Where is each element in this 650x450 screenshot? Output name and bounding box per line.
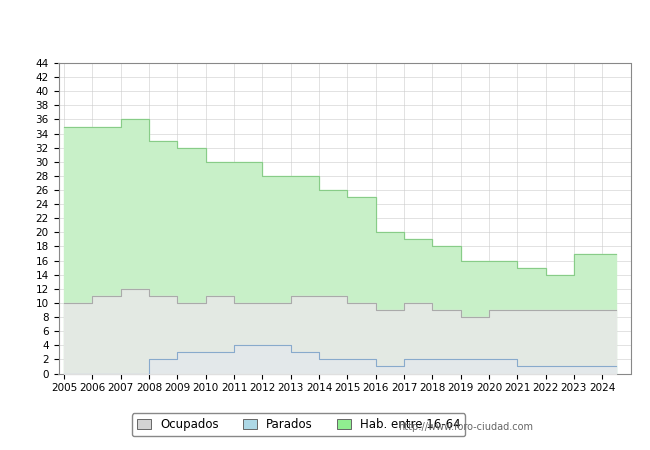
Legend: Ocupados, Parados, Hab. entre 16-64: Ocupados, Parados, Hab. entre 16-64 [132, 414, 465, 436]
Text: http://www.foro-ciudad.com: http://www.foro-ciudad.com [398, 422, 533, 432]
Text: Cihuela - Evolucion de la poblacion en edad de Trabajar Septiembre de 2024: Cihuela - Evolucion de la poblacion en e… [69, 21, 581, 33]
